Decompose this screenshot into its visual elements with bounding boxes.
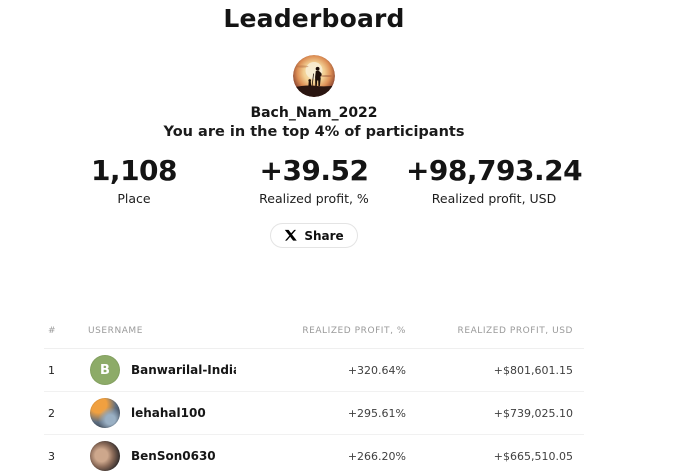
sunset-traveler-avatar-icon [293, 55, 335, 97]
row-avatar: B [90, 355, 120, 386]
profile-summary: Bach_Nam_2022 You are in the top 4% of p… [0, 55, 628, 140]
user-cell: B Banwarilal-India [88, 355, 236, 386]
table-row: 3 BenSon0630 +266.20% +$665,510.05 [44, 435, 584, 475]
row-username: BenSon0630 [131, 449, 216, 464]
row-username: lehahal100 [131, 406, 206, 421]
stat-profit-usd-value: +98,793.24 [405, 154, 583, 187]
stats-row: 1,108 Place +39.52 Realized profit, % +9… [44, 154, 584, 207]
rank-cell: 2 [48, 406, 55, 420]
user-cell: lehahal100 [88, 398, 236, 429]
stat-place-value: 1,108 [90, 154, 178, 187]
row-avatar [90, 441, 120, 472]
row-profit-pct: +320.64% [347, 363, 406, 377]
share-button[interactable]: Share [270, 223, 358, 249]
row-profit-usd: +$801,601.15 [493, 363, 573, 377]
column-header-profit-usd: REALIZED PROFIT, USD [457, 326, 573, 337]
share-area: Share [0, 223, 628, 249]
row-avatar [90, 398, 120, 429]
stat-place-label: Place [117, 191, 151, 207]
leaderboard-table: # USERNAME REALIZED PROFIT, % REALIZED P… [44, 326, 584, 475]
user-avatar [293, 55, 335, 97]
page-title: Leaderboard [223, 4, 405, 33]
table-header: # USERNAME REALIZED PROFIT, % REALIZED P… [44, 326, 584, 350]
stat-profit-pct-label: Realized profit, % [259, 191, 369, 207]
stat-profit-usd-label: Realized profit, USD [431, 191, 557, 207]
row-profit-pct: +266.20% [347, 449, 406, 463]
stat-profit-usd: +98,793.24 Realized profit, USD [404, 154, 584, 207]
table-body: 1 B Banwarilal-India +320.64% +$801,601.… [44, 349, 584, 475]
row-username: Banwarilal-India [131, 363, 236, 378]
profile-username: Bach_Nam_2022 [250, 105, 378, 121]
rank-cell: 1 [48, 363, 55, 377]
row-profit-pct: +295.61% [347, 406, 406, 420]
stat-profit-pct: +39.52 Realized profit, % [224, 154, 404, 207]
column-header-rank: # [48, 326, 57, 337]
row-profit-usd: +$665,510.05 [493, 449, 573, 463]
x-logo-icon [285, 230, 298, 241]
table-row: 2 lehahal100 +295.61% +$739,025.10 [44, 392, 584, 436]
leaderboard-page: Leaderboard [0, 4, 628, 475]
stat-profit-pct-value: +39.52 [259, 154, 369, 187]
column-header-username: USERNAME [88, 326, 143, 337]
rank-message: You are in the top 4% of participants [163, 124, 465, 140]
column-header-profit-pct: REALIZED PROFIT, % [302, 326, 406, 337]
row-profit-usd: +$739,025.10 [493, 406, 573, 420]
rank-cell: 3 [48, 449, 55, 463]
share-button-label: Share [304, 228, 344, 243]
user-cell: BenSon0630 [88, 441, 236, 472]
table-row: 1 B Banwarilal-India +320.64% +$801,601.… [44, 349, 584, 393]
stat-place: 1,108 Place [44, 154, 224, 207]
avatar-initial: B [100, 362, 110, 378]
